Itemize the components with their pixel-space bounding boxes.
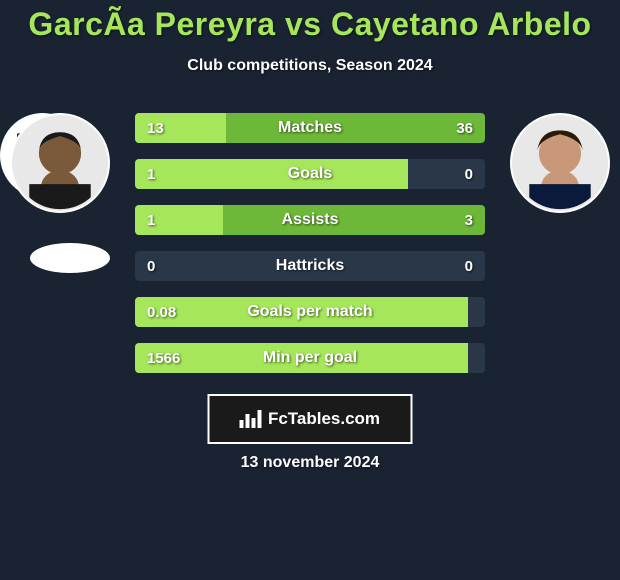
stat-row: 1 Assists 3	[135, 205, 485, 235]
stat-bar-right	[226, 113, 485, 143]
player1-avatar	[10, 113, 110, 213]
stat-value-left: 13	[147, 120, 164, 137]
stat-value-left: 0.08	[147, 304, 176, 321]
stat-value-right: 36	[456, 120, 473, 137]
chart-icon	[240, 410, 262, 428]
stat-value-left: 1	[147, 166, 155, 183]
stat-value-right: 0	[465, 258, 473, 275]
comparison-content: L.F.C 13Matches361Goals01Assists30Hattri…	[0, 113, 620, 198]
stat-row: 1 Goals 0	[135, 159, 485, 189]
stat-label: Goals per match	[247, 303, 372, 321]
person-icon	[512, 115, 608, 211]
stat-bar-right	[223, 205, 486, 235]
page-subtitle: Club competitions, Season 2024	[0, 57, 620, 75]
brand-badge[interactable]: FcTables.com	[208, 394, 413, 444]
stat-value-left: 1566	[147, 350, 180, 367]
stat-label: Assists	[282, 211, 339, 229]
stat-value-right: 3	[465, 212, 473, 229]
stat-label: Min per goal	[263, 349, 357, 367]
stats-container: 13 Matches 36 1 Goals 0 1 Assists 3 0 Hattricks 0 0.…	[135, 113, 485, 389]
stat-row: 13 Matches 36	[135, 113, 485, 143]
footer-date: 13 november 2024	[241, 454, 380, 472]
stat-row: 1566 Min per goal	[135, 343, 485, 373]
stat-label: Matches	[278, 119, 342, 137]
stat-row: 0 Hattricks 0	[135, 251, 485, 281]
stat-value-left: 0	[147, 258, 155, 275]
player2-avatar	[510, 113, 610, 213]
stat-bar-left	[135, 159, 408, 189]
stat-value-right: 0	[465, 166, 473, 183]
stat-label: Goals	[288, 165, 332, 183]
brand-text: FcTables.com	[268, 409, 380, 429]
stat-row: 0.08 Goals per match	[135, 297, 485, 327]
person-icon	[12, 115, 108, 211]
player1-club-badge	[30, 243, 110, 273]
page-title: GarcÃ­a Pereyra vs Cayetano Arbelo	[0, 6, 620, 43]
stat-value-left: 1	[147, 212, 155, 229]
stat-label: Hattricks	[276, 257, 344, 275]
